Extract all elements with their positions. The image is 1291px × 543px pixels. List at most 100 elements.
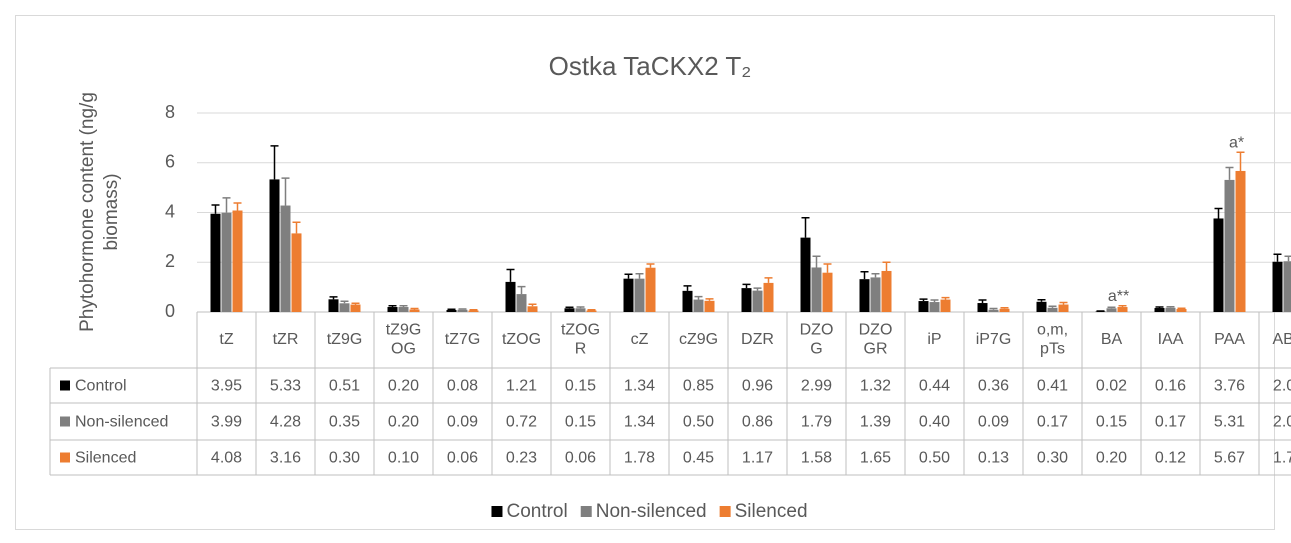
- table-cell: 0.15: [565, 378, 596, 395]
- table-cell: 0.50: [683, 414, 714, 431]
- bar: [870, 277, 881, 312]
- error-bar: [753, 287, 762, 291]
- table-cell: 0.17: [1037, 414, 1068, 431]
- error-bar: [292, 221, 301, 234]
- annotation: a**: [1108, 288, 1129, 305]
- error-bar: [1155, 306, 1164, 309]
- table-cell: 0.15: [1096, 414, 1127, 431]
- error-bar: [1118, 305, 1127, 308]
- error-bar: [1214, 207, 1223, 219]
- table-cell: 2.02: [1273, 378, 1291, 395]
- table-cell: 2.04: [1273, 414, 1291, 431]
- error-bar: [447, 308, 456, 311]
- error-bar: [458, 308, 467, 310]
- bar: [291, 233, 302, 312]
- annotation: a*: [1229, 135, 1244, 152]
- error-bar: [1059, 301, 1068, 305]
- x-tick-label: tZOG R: [561, 322, 600, 358]
- bar: [859, 279, 870, 312]
- error-bar: [270, 145, 279, 180]
- error-bar: [329, 296, 338, 300]
- table-cell: 0.86: [742, 414, 773, 431]
- error-bar: [388, 305, 397, 308]
- error-bar: [882, 261, 891, 271]
- x-tick-label: tZ7G: [445, 331, 481, 348]
- x-tick-label: cZ9G: [679, 331, 718, 348]
- error-bar: [351, 302, 360, 305]
- error-bar: [624, 273, 633, 279]
- bar: [468, 310, 479, 312]
- table-cell: 0.10: [388, 450, 419, 467]
- table-cell: 0.36: [978, 378, 1009, 395]
- bar: [527, 306, 538, 312]
- table-cell: 5.67: [1214, 450, 1245, 467]
- table-cell: 1.58: [801, 450, 832, 467]
- table-cell: 1.17: [742, 450, 773, 467]
- x-tick-label: BA: [1101, 331, 1123, 348]
- bar: [822, 272, 833, 312]
- table-cell: 3.76: [1214, 378, 1245, 395]
- table-cell: 0.06: [565, 450, 596, 467]
- table-cell: 0.08: [447, 378, 478, 395]
- table-cell: 1.70: [1273, 450, 1291, 467]
- error-bar: [823, 263, 832, 273]
- bar: [328, 299, 339, 312]
- table-cell: 0.35: [329, 414, 360, 431]
- error-bar: [941, 296, 950, 300]
- x-tick-label: o,m, pTs: [1037, 322, 1068, 358]
- x-tick-label: cZ: [631, 331, 649, 348]
- error-bar: [978, 299, 987, 304]
- table-cell: 0.20: [388, 378, 419, 395]
- bar: [1117, 307, 1128, 312]
- table-cell: 0.16: [1155, 378, 1186, 395]
- bar: [741, 288, 752, 312]
- error-bar: [1177, 307, 1186, 310]
- table-cell: 0.45: [683, 450, 714, 467]
- legend-label: Silenced: [735, 501, 808, 522]
- error-bar: [989, 307, 998, 310]
- x-tick-label: DZO GR: [859, 322, 893, 358]
- table-legend-key: [60, 380, 70, 391]
- table-cell: 0.30: [1037, 450, 1068, 467]
- table-cell: 1.39: [860, 414, 891, 431]
- bar: [387, 307, 398, 312]
- error-bar: [705, 298, 714, 301]
- error-bar: [1048, 305, 1057, 308]
- table-cell: 0.96: [742, 378, 773, 395]
- error-bar: [742, 283, 751, 289]
- x-tick-label: IAA: [1158, 331, 1184, 348]
- bar: [1213, 218, 1224, 312]
- x-tick-label: tZ9G: [327, 331, 363, 348]
- table-cell: 1.32: [860, 378, 891, 395]
- table-cell: 0.06: [447, 450, 478, 467]
- table-cell: 0.51: [329, 378, 360, 395]
- x-tick-label: DZO G: [800, 322, 834, 358]
- error-bar: [506, 268, 515, 282]
- table-cell: 1.65: [860, 450, 891, 467]
- table-cell: 0.09: [978, 414, 1009, 431]
- error-bar: [683, 285, 692, 291]
- bar: [564, 308, 575, 312]
- table-cell: 1.34: [624, 414, 655, 431]
- error-bar: [1166, 306, 1175, 308]
- x-tick-label: ABA: [1272, 331, 1291, 348]
- table-cell: 3.99: [211, 414, 242, 431]
- bar: [280, 205, 291, 312]
- error-bar: [587, 309, 596, 311]
- error-bar: [764, 277, 773, 283]
- table-cell: 0.09: [447, 414, 478, 431]
- y-tick-label: 8: [165, 102, 175, 122]
- x-tick-label: iP: [927, 331, 941, 348]
- bar: [1036, 301, 1047, 312]
- x-tick-label: tZR: [273, 331, 299, 348]
- table-cell: 0.12: [1155, 450, 1186, 467]
- table-cell: 0.20: [388, 414, 419, 431]
- error-bar: [211, 204, 220, 214]
- y-tick-label: 0: [165, 301, 175, 321]
- bar: [210, 213, 221, 312]
- bar: [339, 303, 350, 312]
- bar: [516, 294, 527, 312]
- table-cell: 4.08: [211, 450, 242, 467]
- error-bar: [1107, 306, 1116, 309]
